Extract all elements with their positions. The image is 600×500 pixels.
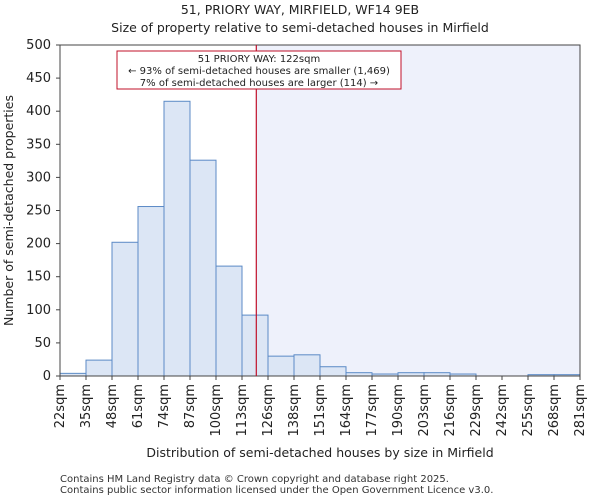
- y-tick-label: 100: [26, 303, 51, 318]
- x-tick-label: 87sqm: [183, 384, 198, 428]
- annotation-line-1: 51 PRIORY WAY: 122sqm: [198, 54, 320, 65]
- chart-title: 51, PRIORY WAY, MIRFIELD, WF14 9EB: [180, 2, 420, 17]
- x-tick-label: 229sqm: [469, 384, 484, 437]
- footer-line-1: Contains HM Land Registry data © Crown c…: [60, 474, 449, 485]
- bar: [85, 359, 113, 377]
- x-tick-label: 216sqm: [443, 384, 458, 437]
- bar: [163, 100, 191, 377]
- bar: [111, 241, 139, 377]
- y-tick-label: 450: [26, 71, 51, 86]
- y-tick-label: 50: [34, 336, 51, 351]
- x-tick-label: 255sqm: [521, 384, 536, 437]
- bar: [319, 366, 347, 377]
- x-tick-label: 48sqm: [105, 384, 120, 428]
- y-axis-label: Number of semi-detached properties: [1, 95, 16, 326]
- y-tick-label: 500: [26, 38, 51, 53]
- x-tick-label: 22sqm: [53, 384, 68, 428]
- x-tick-label: 74sqm: [157, 384, 172, 428]
- y-tick-label: 0: [43, 369, 51, 384]
- larger-region-shade: [256, 45, 580, 376]
- x-tick-label: 35sqm: [79, 384, 94, 428]
- x-axis-label: Distribution of semi-detached houses by …: [146, 445, 493, 460]
- bar: [293, 354, 321, 377]
- x-tick-label: 100sqm: [209, 384, 224, 437]
- x-tick-label: 268sqm: [547, 384, 562, 437]
- x-tick-label: 151sqm: [313, 384, 328, 437]
- annotation-line-3: 7% of semi-detached houses are larger (1…: [140, 78, 378, 89]
- annotation-line-2: ← 93% of semi-detached houses are smalle…: [128, 66, 390, 77]
- y-tick-label: 250: [26, 204, 51, 219]
- annotation-box: [116, 50, 402, 90]
- x-tick-label: 281sqm: [573, 384, 588, 437]
- chart-subtitle: Size of property relative to semi-detach…: [111, 20, 489, 35]
- x-tick-label: 113sqm: [235, 384, 250, 437]
- bar: [241, 314, 269, 377]
- bar: [267, 355, 295, 377]
- y-tick-label: 400: [26, 104, 51, 119]
- y-tick-label: 200: [26, 237, 51, 252]
- bar: [215, 265, 243, 377]
- x-tick-label: 126sqm: [261, 384, 276, 437]
- footer-line-2: Contains public sector information licen…: [60, 485, 494, 496]
- bar: [137, 206, 165, 377]
- x-tick-label: 190sqm: [391, 384, 406, 437]
- x-tick-label: 177sqm: [365, 384, 380, 437]
- x-tick-label: 203sqm: [417, 384, 432, 437]
- x-tick-label: 164sqm: [339, 384, 354, 437]
- y-tick-label: 350: [26, 137, 51, 152]
- y-tick-label: 300: [26, 170, 51, 185]
- bar-chart: 0 50 100 150 200 250 300 350 400 450 500 22sqm 35sqm…: [1, 38, 588, 460]
- x-tick-label: 138sqm: [287, 384, 302, 437]
- bar: [189, 159, 217, 377]
- y-tick-label: 150: [26, 270, 51, 285]
- x-tick-label: 61sqm: [131, 384, 146, 428]
- x-tick-label: 242sqm: [495, 384, 510, 437]
